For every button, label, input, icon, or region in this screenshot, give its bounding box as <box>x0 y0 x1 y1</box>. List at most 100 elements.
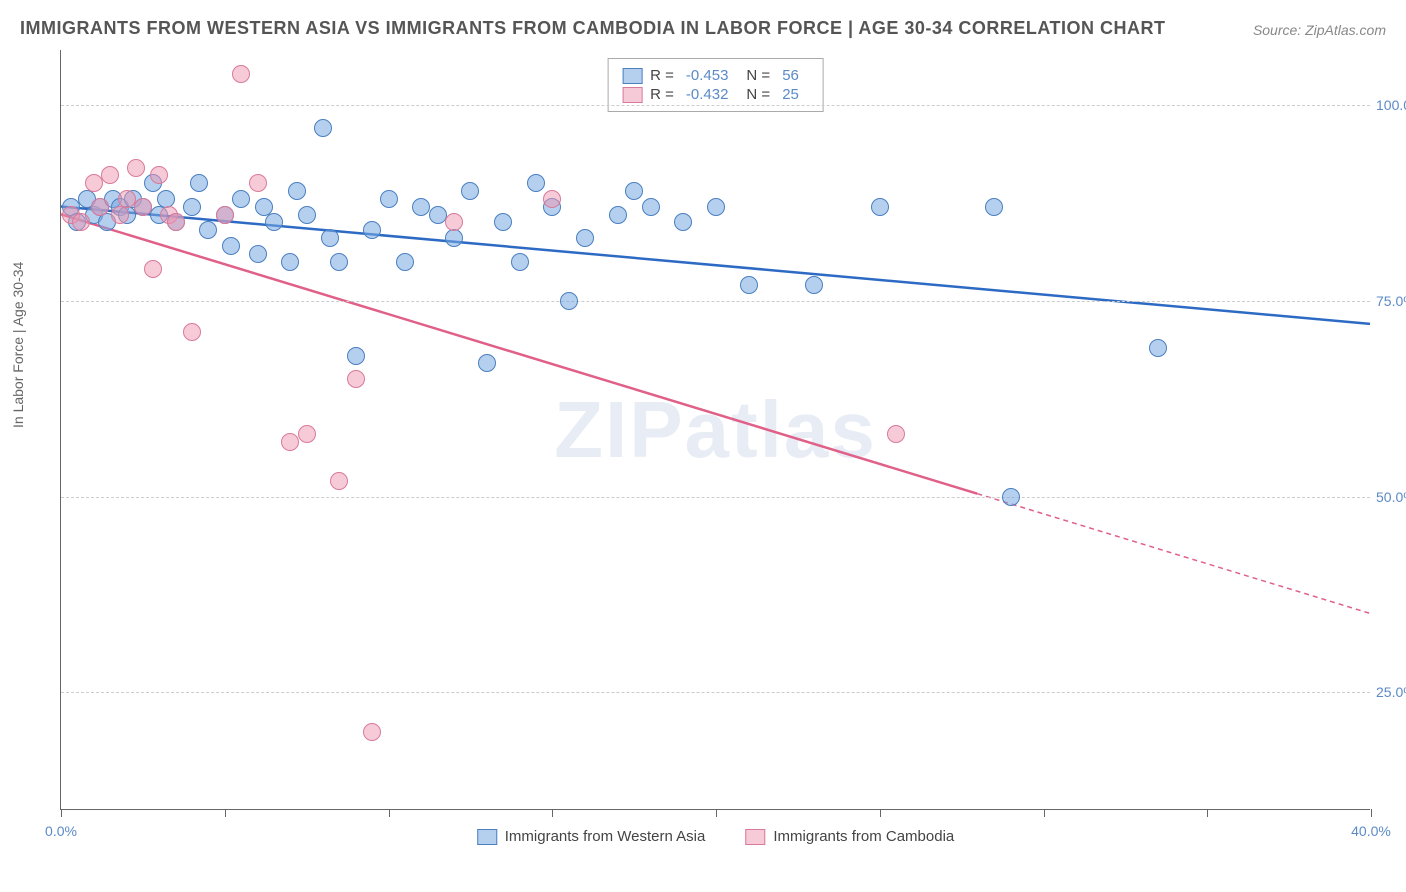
data-point <box>445 229 463 247</box>
trend-lines-layer <box>61 50 1370 809</box>
data-point <box>298 425 316 443</box>
data-point <box>461 182 479 200</box>
y-tick-label: 100.0% <box>1376 97 1406 113</box>
source-credit: Source: ZipAtlas.com <box>1253 22 1386 38</box>
gridline <box>61 301 1370 302</box>
data-point <box>887 425 905 443</box>
data-point <box>478 354 496 372</box>
data-point <box>363 723 381 741</box>
legend-row: R = -0.432 N = 25 <box>622 86 809 103</box>
data-point <box>330 472 348 490</box>
watermark-text: ZIPatlas <box>554 384 877 476</box>
data-point <box>445 213 463 231</box>
x-tick <box>1207 809 1208 817</box>
data-point <box>396 253 414 271</box>
data-point <box>985 198 1003 216</box>
data-point <box>511 253 529 271</box>
data-point <box>183 323 201 341</box>
data-point <box>281 253 299 271</box>
data-point <box>167 213 185 231</box>
data-point <box>281 433 299 451</box>
legend-n-value: 56 <box>782 67 799 84</box>
legend-n-label: N = <box>746 86 770 103</box>
data-point <box>625 182 643 200</box>
y-tick-label: 75.0% <box>1376 293 1406 309</box>
legend-r-value: -0.453 <box>686 67 729 84</box>
data-point <box>347 370 365 388</box>
data-point <box>222 237 240 255</box>
x-tick <box>1371 809 1372 817</box>
data-point <box>363 221 381 239</box>
data-point <box>429 206 447 224</box>
legend-series-name: Immigrants from Western Asia <box>505 828 706 845</box>
data-point <box>330 253 348 271</box>
x-tick-label: 0.0% <box>45 823 77 839</box>
data-point <box>314 119 332 137</box>
data-point <box>232 190 250 208</box>
legend-swatch <box>745 829 765 845</box>
legend-r-label: R = <box>650 86 674 103</box>
x-tick <box>1044 809 1045 817</box>
gridline <box>61 105 1370 106</box>
legend-swatch <box>622 87 642 103</box>
data-point <box>543 190 561 208</box>
data-point <box>298 206 316 224</box>
legend-series-item: Immigrants from Cambodia <box>745 828 954 845</box>
y-tick-label: 50.0% <box>1376 489 1406 505</box>
data-point <box>805 276 823 294</box>
x-tick-label: 40.0% <box>1351 823 1391 839</box>
x-tick <box>61 809 62 817</box>
data-point <box>118 190 136 208</box>
data-point <box>321 229 339 247</box>
legend-series-name: Immigrants from Cambodia <box>773 828 954 845</box>
data-point <box>412 198 430 216</box>
data-point <box>560 292 578 310</box>
data-point <box>494 213 512 231</box>
data-point <box>199 221 217 239</box>
data-point <box>91 198 109 216</box>
data-point <box>72 213 90 231</box>
legend-swatch <box>477 829 497 845</box>
legend-r-label: R = <box>650 67 674 84</box>
data-point <box>1002 488 1020 506</box>
gridline <box>61 497 1370 498</box>
data-point <box>144 260 162 278</box>
legend-row: R = -0.453 N = 56 <box>622 67 809 84</box>
data-point <box>111 206 129 224</box>
chart-plot-area: ZIPatlas R =-0.453N =56R =-0.432N =25 Im… <box>60 50 1370 810</box>
legend-swatch <box>622 68 642 84</box>
data-point <box>150 166 168 184</box>
gridline <box>61 692 1370 693</box>
data-point <box>871 198 889 216</box>
data-point <box>740 276 758 294</box>
data-point <box>101 166 119 184</box>
series-legend: Immigrants from Western Asia Immigrants f… <box>477 828 955 845</box>
data-point <box>85 174 103 192</box>
y-tick-label: 25.0% <box>1376 684 1406 700</box>
data-point <box>127 159 145 177</box>
data-point <box>347 347 365 365</box>
legend-n-value: 25 <box>782 86 799 103</box>
legend-series-item: Immigrants from Western Asia <box>477 828 706 845</box>
x-tick <box>552 809 553 817</box>
data-point <box>707 198 725 216</box>
chart-title: IMMIGRANTS FROM WESTERN ASIA VS IMMIGRAN… <box>20 18 1166 39</box>
data-point <box>380 190 398 208</box>
data-point <box>674 213 692 231</box>
data-point <box>134 198 152 216</box>
data-point <box>642 198 660 216</box>
data-point <box>183 198 201 216</box>
data-point <box>1149 339 1167 357</box>
data-point <box>190 174 208 192</box>
data-point <box>249 174 267 192</box>
data-point <box>288 182 306 200</box>
data-point <box>265 213 283 231</box>
data-point <box>216 206 234 224</box>
data-point <box>232 65 250 83</box>
x-tick <box>389 809 390 817</box>
data-point <box>527 174 545 192</box>
y-axis-label: In Labor Force | Age 30-34 <box>10 262 26 428</box>
legend-r-value: -0.432 <box>686 86 729 103</box>
legend-n-label: N = <box>746 67 770 84</box>
x-tick <box>880 809 881 817</box>
